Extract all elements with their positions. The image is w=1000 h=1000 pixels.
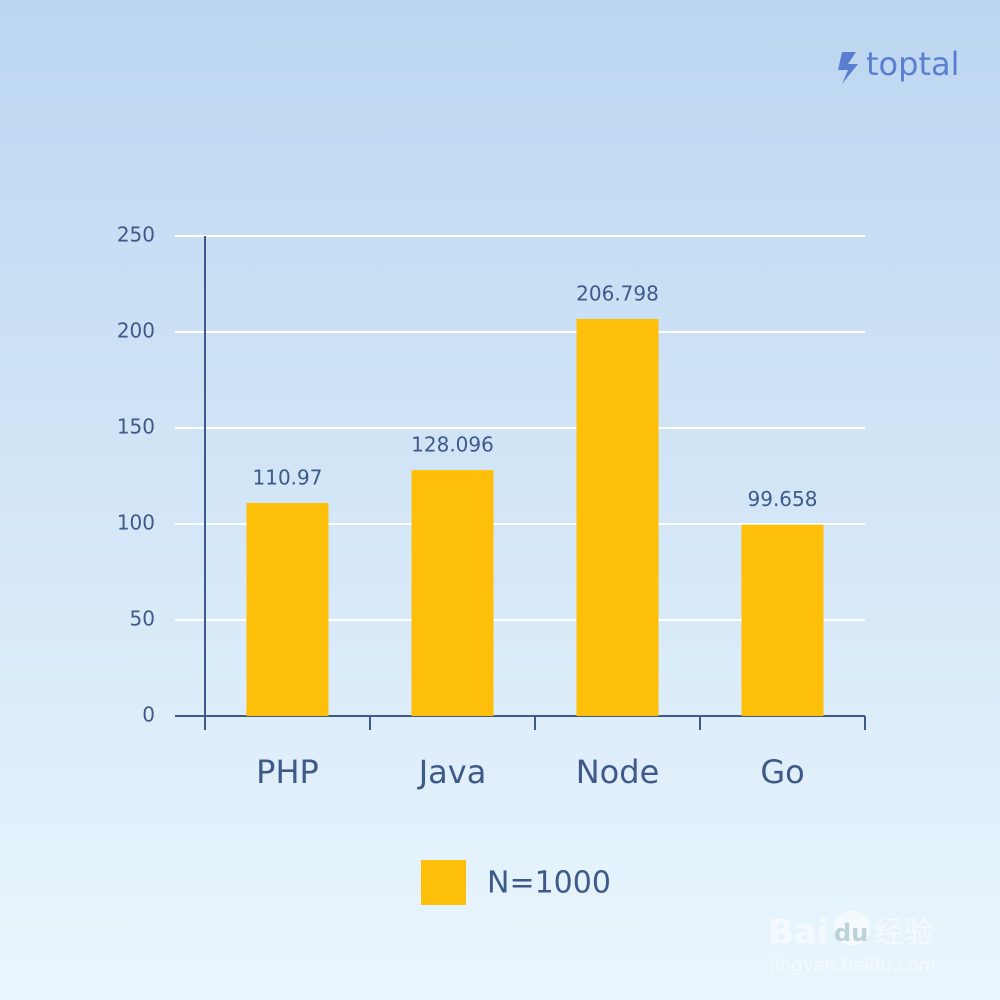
y-tick-label: 200	[117, 319, 155, 343]
x-tick-label: Node	[576, 753, 660, 791]
watermark-text: Bai	[768, 913, 829, 953]
watermark-text: du	[834, 919, 868, 947]
bar	[576, 318, 659, 716]
data-label: 206.798	[576, 281, 659, 305]
legend-swatch	[421, 860, 466, 905]
x-tick-label: PHP	[256, 753, 319, 791]
bar	[411, 470, 494, 716]
y-tick-label: 50	[130, 607, 155, 631]
data-label: 128.096	[411, 433, 494, 457]
brand: toptal	[866, 45, 959, 83]
bar	[246, 502, 329, 716]
data-label: 99.658	[748, 487, 818, 511]
watermark-icon	[834, 910, 870, 946]
data-label: 110.97	[253, 465, 323, 489]
y-tick-label: 100	[117, 511, 155, 535]
x-tick-label: Java	[417, 753, 487, 791]
y-tick-label: 250	[117, 223, 155, 247]
y-tick-label: 0	[142, 703, 155, 727]
brand-logo	[838, 52, 858, 84]
watermark: Bai du 经验 jingyan.baidu.com	[768, 910, 936, 976]
legend-label: N=1000	[487, 866, 611, 901]
y-tick-label: 150	[117, 415, 155, 439]
watermark-text: 经验	[874, 916, 934, 951]
watermark-url: jingyan.baidu.com	[769, 955, 936, 976]
x-tick-label: Go	[760, 753, 804, 791]
bar	[741, 524, 824, 716]
